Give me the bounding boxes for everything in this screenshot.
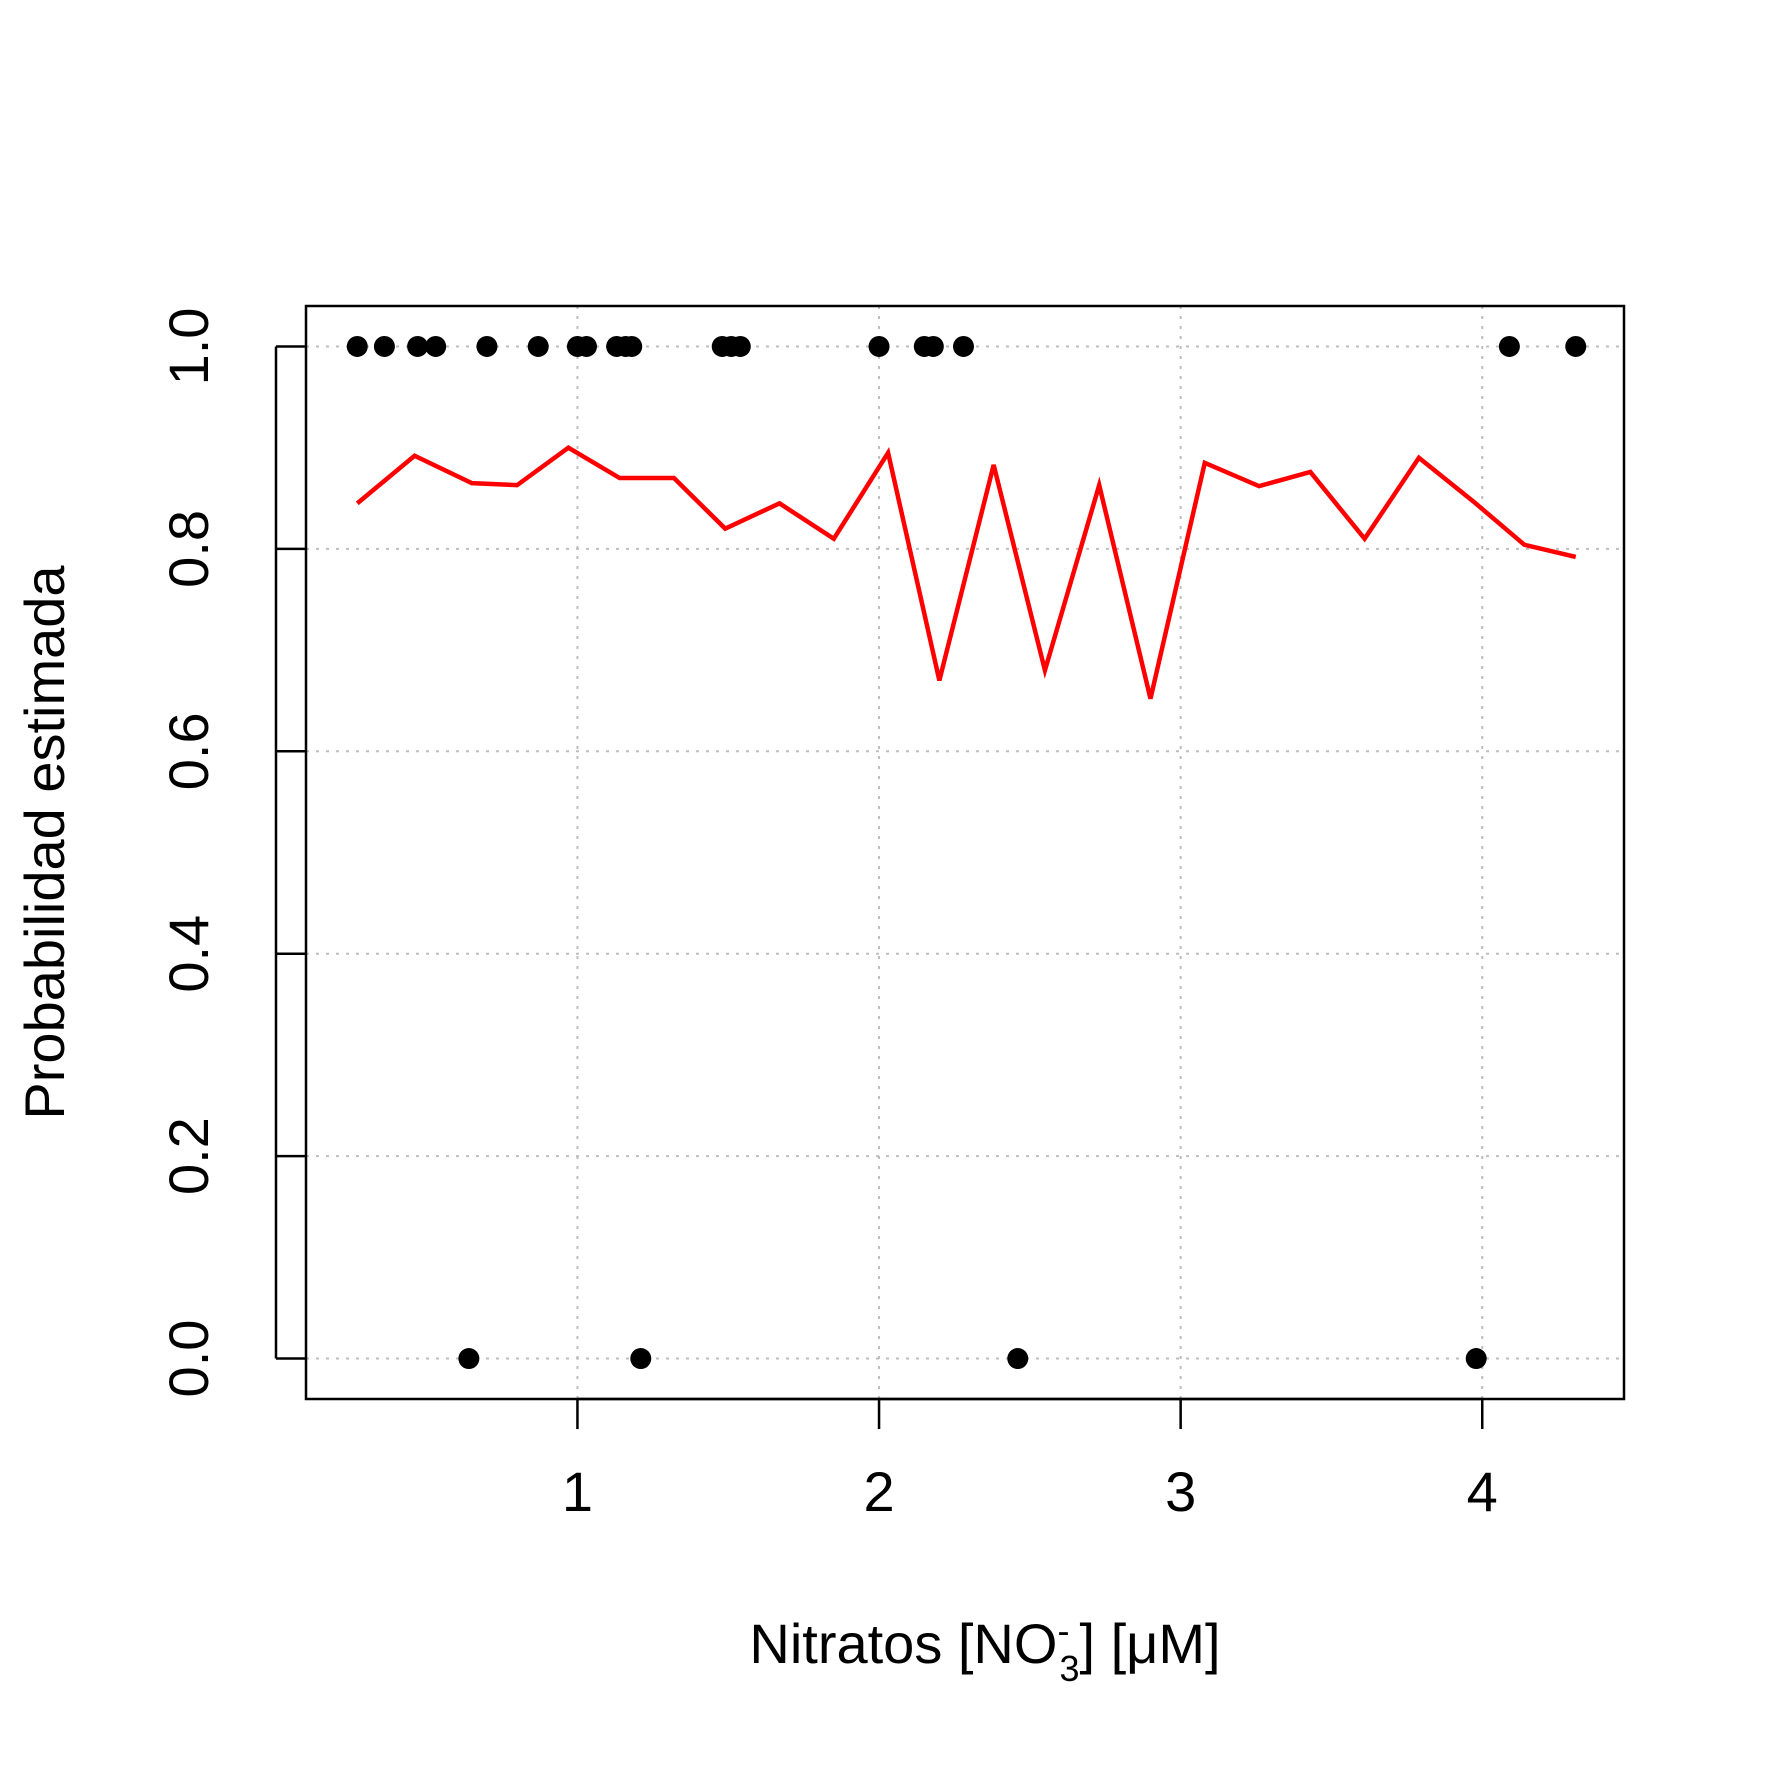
observed-point: [575, 335, 597, 357]
observed-point: [630, 1348, 652, 1370]
x-axis-title-suffix: ] [μM]: [1079, 1612, 1220, 1675]
observed-point: [458, 1348, 480, 1370]
observed-point: [527, 335, 549, 357]
x-tick-label: 3: [1165, 1460, 1196, 1523]
observed-point: [346, 335, 368, 357]
observed-point: [1565, 335, 1587, 357]
x-axis-title-subscript: 3: [1059, 1648, 1079, 1689]
observed-point: [952, 335, 974, 357]
y-tick-label: 0.0: [157, 1320, 220, 1398]
fitted-probability-line: [355, 444, 1577, 700]
observed-point: [922, 335, 944, 357]
x-axis-title-prefix: Nitratos [NO: [749, 1612, 1057, 1675]
observed-point: [1465, 1348, 1487, 1370]
y-tick-label: 0.6: [157, 712, 220, 790]
observed-point: [1007, 1348, 1029, 1370]
observed-points-layer: [346, 335, 1587, 1370]
x-axis-title-superscript: -: [1057, 1610, 1069, 1651]
y-tick-label: 0.8: [157, 510, 220, 588]
x-tick-label: 4: [1467, 1460, 1498, 1523]
grid: [306, 306, 1624, 1399]
y-axis: 0.0 0.2 0.4 0.6 0.8 1.0: [157, 308, 306, 1398]
observed-point: [1498, 335, 1520, 357]
x-axis-title: Nitratos [NO-3] [μM]: [749, 1610, 1220, 1689]
plot-area-frame: [304, 304, 1626, 1401]
observed-point: [425, 335, 447, 357]
observed-point: [373, 335, 395, 357]
x-tick-label: 1: [562, 1460, 593, 1523]
y-tick-label: 0.2: [157, 1117, 220, 1195]
y-axis-title: Probabilidad estimada: [13, 565, 76, 1120]
observed-point: [729, 335, 751, 357]
observed-point: [868, 335, 890, 357]
x-axis: 1 2 3 4: [562, 1397, 1498, 1523]
y-tick-label: 1.0: [157, 308, 220, 386]
observed-point: [407, 335, 429, 357]
fitted-probability-line-layer: [355, 444, 1577, 700]
observed-point: [621, 335, 643, 357]
x-tick-label: 2: [863, 1460, 894, 1523]
y-tick-label: 0.4: [157, 915, 220, 993]
observed-point: [476, 335, 498, 357]
